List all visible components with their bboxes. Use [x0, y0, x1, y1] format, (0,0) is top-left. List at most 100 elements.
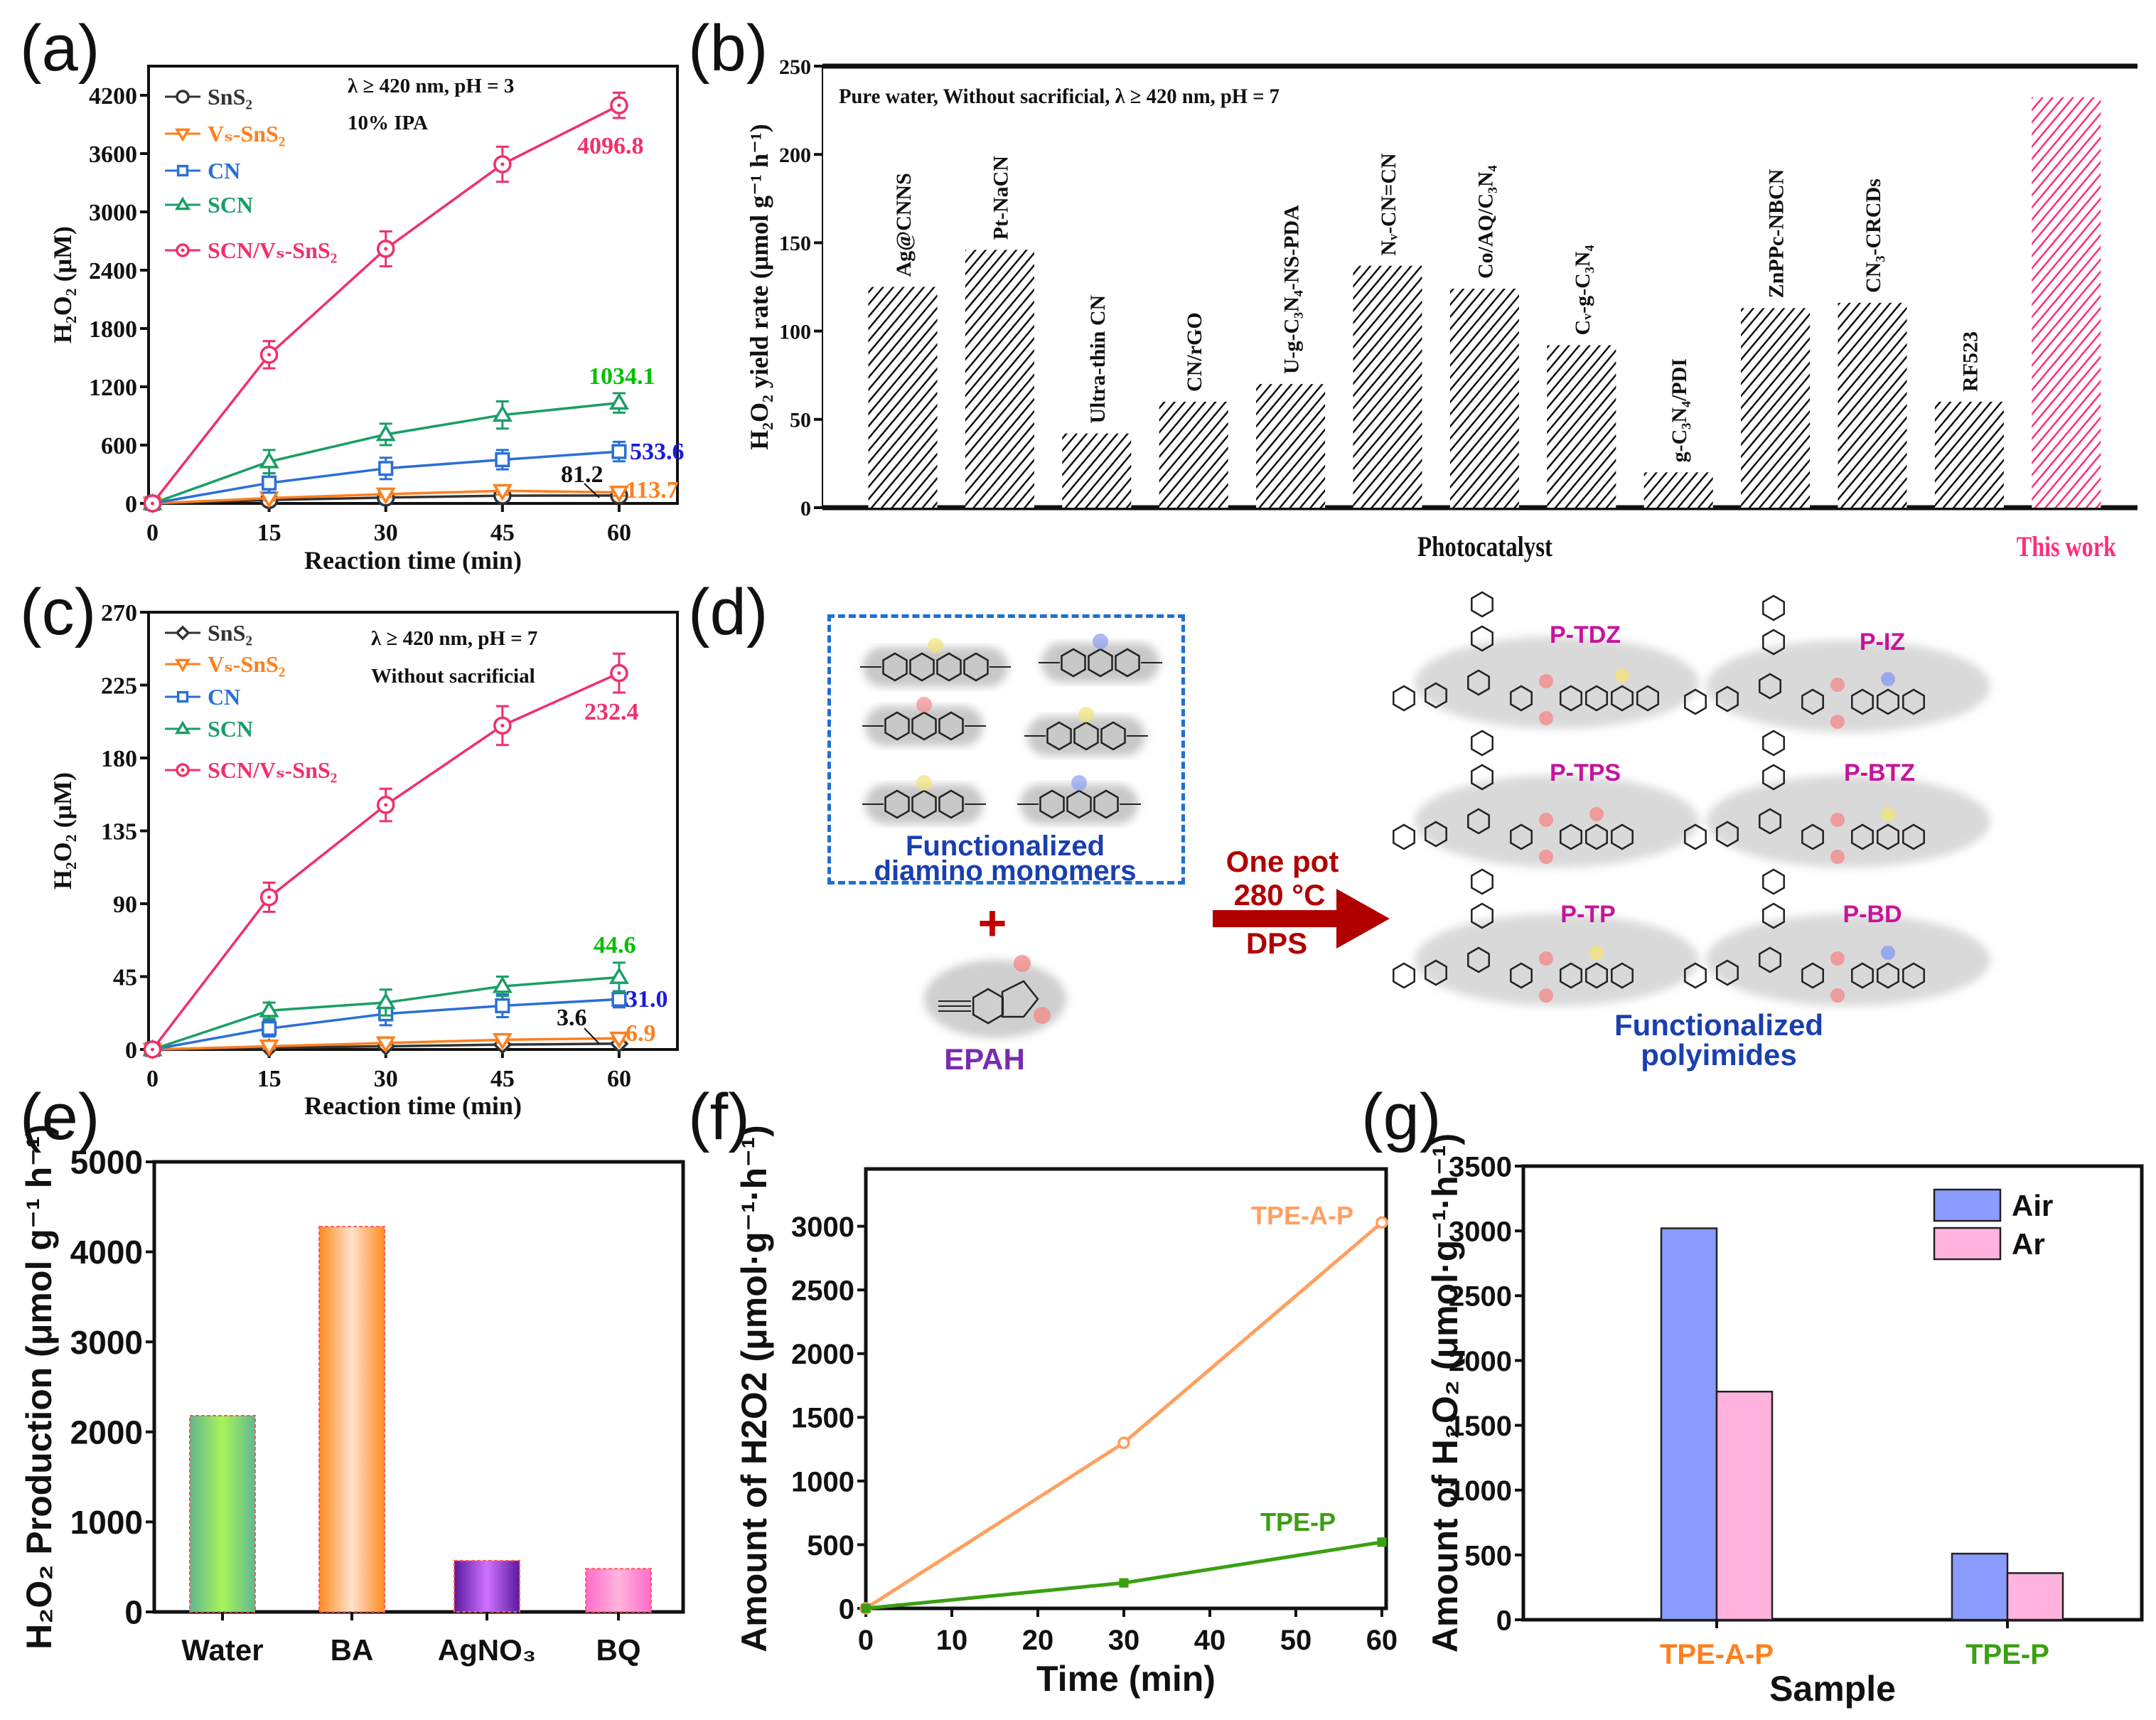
polyimide-structure [1393, 730, 1699, 867]
x-tick-label: 20 [1022, 1625, 1054, 1656]
legend-label: SnS₂ [208, 620, 252, 646]
ring [1684, 823, 1707, 850]
ring [1393, 823, 1415, 850]
panel-label-f: (f) [688, 1081, 750, 1153]
heteroatom-highlight [1881, 672, 1895, 686]
legend-label: SCN [208, 716, 253, 742]
bar-category-label: RF523 [1958, 331, 1982, 392]
carbonyl-highlight [1539, 674, 1553, 688]
monomer-structure [860, 638, 1011, 687]
x-axis-label: Reaction time (min) [304, 546, 522, 575]
condition-note: Without sacrificial [371, 665, 535, 688]
y-tick-label: 2000 [1449, 1346, 1512, 1377]
y-tick-label: 5000 [70, 1144, 143, 1181]
value-annotation: 232.4 [584, 699, 639, 725]
marker-square [1119, 1578, 1129, 1588]
condition-one-pot: One pot [1226, 845, 1339, 878]
ring [1471, 591, 1493, 618]
bar-category-label: Ultra-thin CN [1086, 295, 1110, 424]
value-annotation: 1034.1 [589, 363, 655, 390]
legend-item: CN [165, 684, 240, 710]
bar-reference [1159, 401, 1228, 508]
x-tick-label: 30 [374, 520, 398, 546]
marker-triangle-up [259, 451, 279, 469]
y-tick-label: 3500 [1449, 1151, 1512, 1182]
ring [1471, 625, 1493, 652]
epah-label: EPAH [944, 1042, 1025, 1076]
legend-label: SCN/Vₛ-SnS₂ [208, 237, 337, 263]
ring [1471, 764, 1493, 791]
polyimide-structure [1684, 868, 1990, 1006]
legend-item: Vₛ-SnS₂ [165, 121, 285, 146]
panel-label-e: (e) [20, 1081, 100, 1153]
molecule-glow [1706, 914, 1990, 1006]
marker-triangle-down [174, 658, 191, 673]
ring [1762, 902, 1785, 929]
ring [1902, 962, 1925, 989]
series-4 [143, 652, 628, 1059]
legend-item: Vₛ-SnS₂ [165, 651, 285, 677]
oxygen-highlight [1014, 955, 1031, 972]
carbonyl-highlight [1830, 951, 1845, 966]
panel-label-c: (c) [20, 576, 97, 648]
x-tick-label: 60 [1366, 1625, 1398, 1656]
panel-label-b: (b) [688, 12, 768, 85]
ring [1877, 962, 1899, 989]
legend-item: SCN/Vₛ-SnS₂ [165, 757, 337, 783]
y-tick-label: 600 [101, 433, 137, 459]
bar-reference [868, 287, 938, 508]
x-category-label: AgNO₃ [438, 1633, 536, 1667]
ring [1611, 823, 1634, 850]
ring [1762, 629, 1785, 656]
series-label: TPE-P [1260, 1507, 1336, 1537]
panel-label-a: (a) [20, 12, 100, 85]
ring [911, 711, 937, 741]
marker-dot [150, 501, 154, 506]
marker-triangle-up [259, 1000, 279, 1017]
x-tick-label: 60 [607, 520, 631, 546]
ring [1684, 962, 1707, 989]
monomers-dashed-box [827, 614, 1185, 885]
ring [884, 711, 910, 741]
polyimide-structure [1393, 591, 1699, 729]
marker-square [861, 1603, 871, 1613]
ring [1093, 789, 1119, 819]
marker-square [176, 164, 189, 177]
y-tick-label: 4000 [70, 1234, 143, 1271]
ring [1100, 721, 1126, 751]
series-label: TPE-A-P [1251, 1201, 1353, 1230]
reaction-arrow-icon [1213, 889, 1390, 949]
bar-reference [1256, 384, 1326, 508]
y-axis-label: H₂O₂ Production (μmol g⁻¹ h⁻¹) [19, 1124, 59, 1650]
y-tick-label: 180 [101, 746, 137, 772]
molecule-glow [1041, 643, 1159, 683]
ring [1425, 821, 1447, 848]
bar-reference [1643, 472, 1713, 508]
monomers-label-line2: diamino monomers [874, 855, 1137, 887]
legend-item: CN [165, 158, 240, 183]
ring [1902, 688, 1925, 715]
heteroatom-highlight [916, 697, 932, 712]
condition-note: λ ≥ 420 nm, pH = 7 [371, 627, 537, 650]
legend-label: CN [208, 684, 240, 710]
marker-dot [267, 895, 272, 899]
molecule-glow [1706, 640, 1990, 732]
condition-note: 10% IPA [348, 112, 428, 134]
series-line [865, 1540, 1383, 1611]
legend-label: SCN [208, 192, 253, 218]
y-tick-label: 2000 [70, 1414, 143, 1451]
plus-sign: + [977, 895, 1007, 951]
y-tick-label: 50 [790, 409, 811, 432]
heteroatom-highlight [1093, 634, 1108, 649]
bar-category-label: Cᵥ-g-C₃N₄ [1571, 245, 1594, 336]
marker-dot [267, 353, 272, 357]
value-annotation: 31.0 [626, 986, 668, 1013]
y-tick-label: 1500 [1449, 1411, 1512, 1442]
heteroatom-highlight [916, 775, 932, 791]
ring [936, 652, 962, 682]
carbonyl-highlight [1539, 711, 1553, 725]
marker-triangle-up [608, 392, 630, 410]
molecule-glow [1415, 636, 1699, 729]
marker-triangle-up [608, 966, 630, 984]
marker-triangle-up [492, 976, 513, 993]
